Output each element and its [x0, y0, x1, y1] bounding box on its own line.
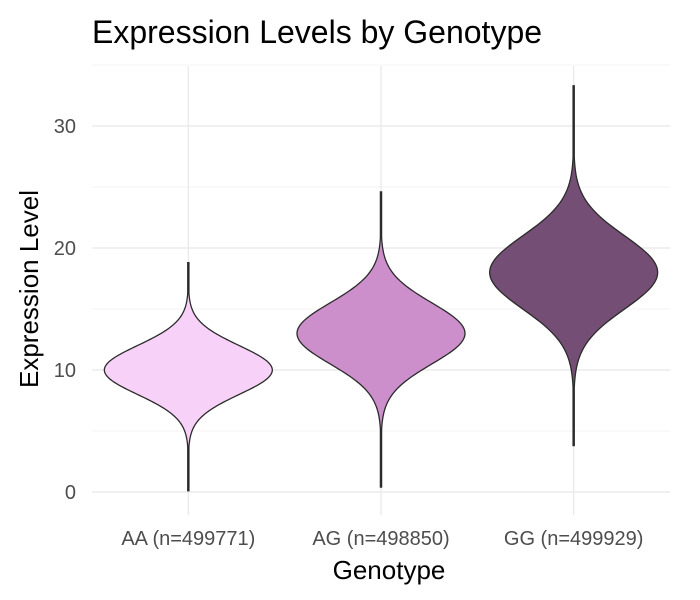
x-axis-title: Genotype [333, 555, 446, 585]
violin-ag [296, 191, 466, 488]
x-tick-label: GG (n=499929) [504, 528, 644, 550]
chart-title: Expression Levels by Genotype [92, 14, 542, 50]
y-tick-label: 20 [54, 238, 76, 260]
y-tick-label: 30 [54, 116, 76, 138]
violin-gg [489, 85, 659, 447]
y-tick-labels: 0 10 20 30 [54, 116, 76, 504]
y-tick-label: 0 [65, 482, 76, 504]
y-axis-title: Expression Level [14, 190, 44, 388]
x-tick-label: AG (n=498850) [312, 528, 449, 550]
violins [103, 85, 659, 492]
x-tick-label: AA (n=499771) [121, 528, 255, 550]
x-tick-labels: AA (n=499771) AG (n=498850) GG (n=499929) [121, 528, 643, 550]
y-tick-label: 10 [54, 360, 76, 382]
violin-aa [103, 261, 273, 492]
